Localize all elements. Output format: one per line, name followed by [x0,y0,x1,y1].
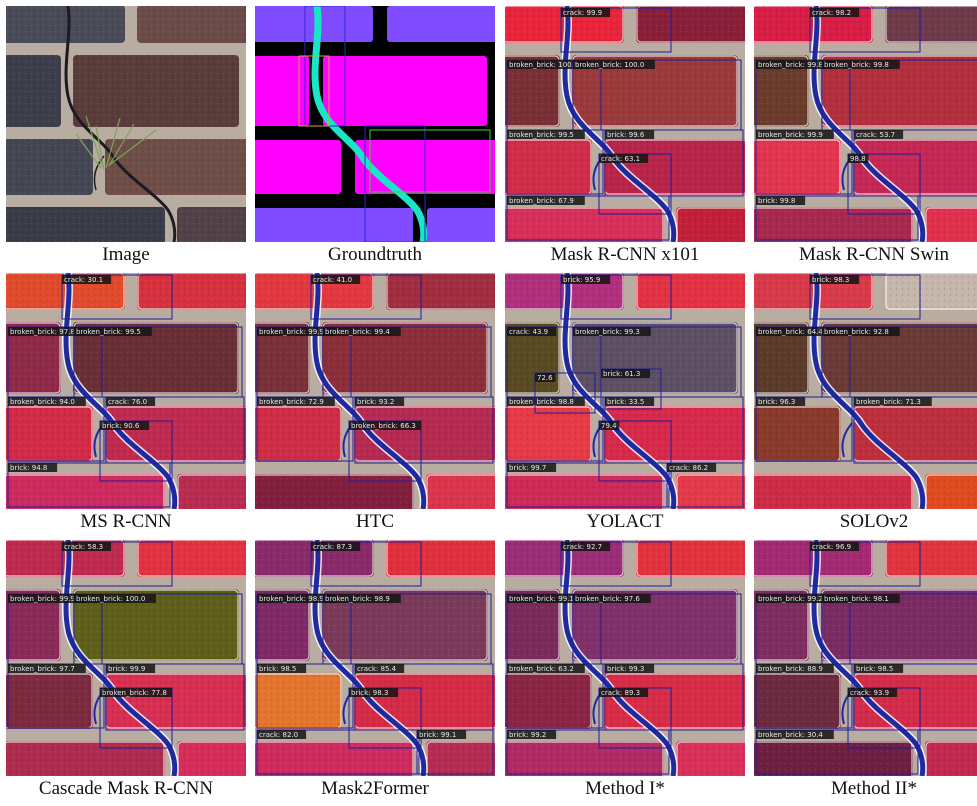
detection-label: crack: 41.0 [313,276,352,284]
detection-label: broken_brick: 63.2 [509,665,574,673]
detection-label: crack: 86.2 [669,464,708,472]
detection-label: broken_brick: 66.3 [351,422,416,430]
detection-label: brick: 94.8 [10,464,47,472]
prediction-overlay: brick: 95.9 crack: 43.9 broken_brick: 99.3… [505,273,745,509]
prediction-overlay: crack: 41.0 broken_brick: 99.9 broken_bric… [255,273,495,509]
detection-label: crack: 98.2 [812,9,851,17]
detection-label: broken_brick: 98.9 [325,595,390,603]
detection-label: broken_brick: 99.9 [259,328,324,336]
detection-label: broken_brick: 64.4 [758,328,823,336]
detection-label: broken_brick: 98.9 [259,595,324,603]
detection-label: crack: 58.3 [64,543,103,551]
detection-label: crack: 87.3 [313,543,352,551]
prediction-overlay: crack: 99.9 broken_brick: 100.0 broken_bri… [505,6,745,242]
detection-label: crack: 93.9 [850,689,889,697]
detection-label: brick: 61.3 [603,370,640,378]
detection-label: broken_brick: 92.8 [824,328,889,336]
panel-caption: HTC [356,511,394,532]
detection-label: brick: 99.9 [108,665,145,673]
detection-label: crack: 30.1 [64,276,103,284]
detection-label: brick: 98.3 [812,276,849,284]
detection-label: broken_brick: 88.9 [758,665,823,673]
detection-label: 98.8 [850,155,866,163]
detection-label: crack: 53.7 [856,131,895,139]
detection-label: crack: 43.9 [509,328,548,336]
detection-label: broken_brick: 72.9 [259,398,324,406]
detection-label: broken_brick: 99.2 [758,595,823,603]
detection-label: broken_brick: 97.7 [10,665,75,673]
detection-label: broken_brick: 97.6 [575,595,640,603]
detection-label: brick: 96.3 [758,398,795,406]
panel-caption: Method II* [830,778,917,799]
detection-label: broken_brick: 99.8 [758,61,823,69]
detection-label: crack: 92.7 [563,543,602,551]
panel-caption: Groundtruth [328,244,422,265]
detection-label: broken_brick: 99.5 [509,131,574,139]
detection-label: broken_brick: 99.9 [10,595,75,603]
panel-caption: YOLACT [586,511,664,532]
detection-label: brick: 98.5 [856,665,893,673]
detection-label: crack: 96.9 [812,543,851,551]
detection-label: brick: 99.1 [419,731,456,739]
detection-label: brick: 99.6 [607,131,645,139]
detection-label: brick: 93.2 [357,398,394,406]
brick-wall-photo [6,6,246,242]
detection-label: broken_brick: 97.8 [10,328,75,336]
panel-caption: Image [102,244,150,265]
detection-label: crack: 82.0 [259,731,298,739]
detection-label: 72.6 [537,374,553,382]
detection-label: crack: 76.0 [108,398,147,406]
detection-label: broken_brick: 98.1 [824,595,889,603]
detection-label: broken_brick: 98.8 [509,398,574,406]
prediction-overlay: crack: 98.2 broken_brick: 99.8 broken_bric… [754,6,977,242]
detection-label: broken_brick: 67.9 [509,197,574,205]
detection-label: broken_brick: 99.5 [76,328,141,336]
detection-label: brick: 99.8 [758,197,795,205]
detection-label: brick: 90.6 [102,422,140,430]
detection-label: brick: 98.5 [259,665,296,673]
detection-label: crack: 99.9 [563,9,602,17]
detection-label: crack: 63.1 [601,155,640,163]
detection-label: broken_brick: 99.9 [758,131,823,139]
prediction-overlay: crack: 92.7 broken_brick: 99.1 broken_bric… [505,540,745,776]
panel-caption: SOLOv2 [839,511,909,532]
detection-label: crack: 89.3 [601,689,640,697]
prediction-overlay: brick: 98.3 broken_brick: 64.4 broken_bric… [754,273,977,509]
detection-label: broken_brick: 100.0 [575,61,644,69]
prediction-overlay: crack: 87.3 broken_brick: 98.9 broken_bric… [255,540,495,776]
detection-label: brick: 99.2 [509,731,546,739]
detection-label: broken_brick: 99.3 [575,328,640,336]
detection-label: 79.4 [601,422,617,430]
detection-label: broken_brick: 30.4 [758,731,823,739]
panel-caption: Cascade Mask R-CNN [38,778,214,799]
detection-label: broken_brick: 99.1 [509,595,574,603]
groundtruth-mask [255,6,495,242]
panel-caption: Mask R-CNN Swin [799,244,949,265]
panel-caption: Mask2Former [321,778,429,799]
detection-label: brick: 98.3 [351,689,388,697]
detection-label: broken_brick: 99.4 [325,328,390,336]
detection-label: brick: 95.9 [563,276,600,284]
prediction-overlay: crack: 30.1 broken_brick: 97.8 broken_bric… [6,273,246,509]
detection-label: broken_brick: 100.0 [509,61,578,69]
detection-label: broken_brick: 94.0 [10,398,75,406]
panel-caption: MS R-CNN [80,511,172,532]
detection-label: brick: 33.5 [607,398,644,406]
panel-caption: Method I* [585,778,665,799]
detection-label: brick: 99.3 [607,665,644,673]
detection-label: crack: 85.4 [357,665,397,673]
detection-label: broken_brick: 77.8 [102,689,167,697]
detection-label: broken_brick: 99.8 [824,61,889,69]
prediction-overlay: crack: 96.9 broken_brick: 99.2 broken_bric… [754,540,977,776]
detection-label: broken_brick: 100.0 [76,595,145,603]
prediction-overlay: crack: 58.3 broken_brick: 99.9 broken_bric… [6,540,246,776]
detection-label: broken_brick: 71.3 [856,398,921,406]
panel-caption: Mask R-CNN x101 [550,244,700,265]
detection-label: brick: 99.7 [509,464,546,472]
